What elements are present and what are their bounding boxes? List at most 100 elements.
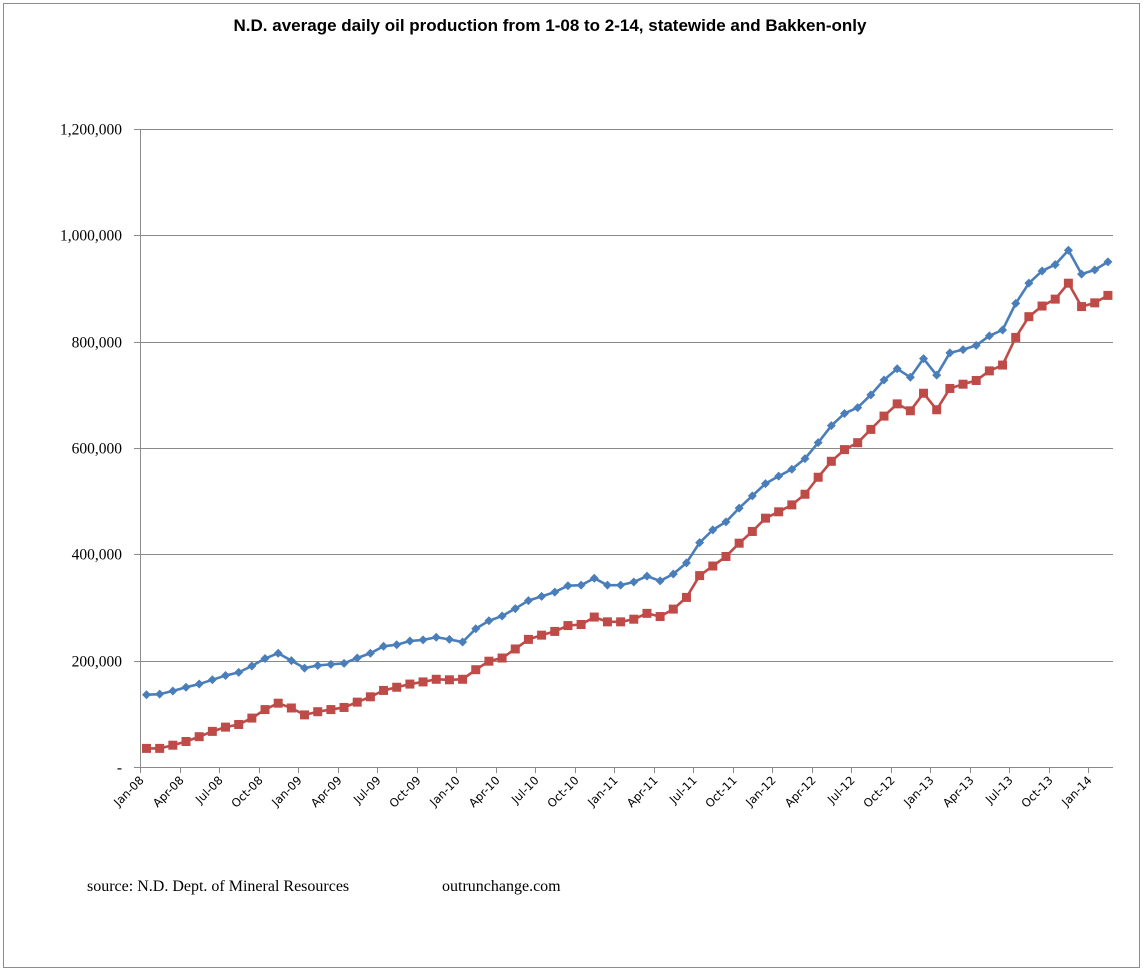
y-tick-label: 400,000	[72, 547, 123, 564]
data-point-diamond	[537, 591, 547, 601]
data-point-diamond	[405, 636, 415, 646]
data-point-diamond	[194, 679, 204, 689]
y-axis-ticks: - 200,000 400,000 600,000 800,000 1,000,000 1,…	[60, 122, 140, 777]
data-point-diamond	[523, 596, 533, 606]
x-tick-label: Jul-11	[666, 773, 700, 807]
data-point-square	[629, 614, 639, 624]
data-point-diamond	[484, 616, 494, 626]
data-point-diamond	[550, 587, 560, 597]
series-statewide	[142, 245, 1113, 700]
x-tick-label: Oct-13	[1018, 773, 1055, 810]
x-tick-label: Apr-11	[624, 773, 661, 810]
x-tick-label: Jul-13	[982, 773, 1016, 807]
data-point-diamond	[1063, 245, 1073, 255]
data-point-diamond	[774, 471, 784, 481]
data-point-square	[721, 551, 731, 561]
data-point-square	[379, 685, 389, 695]
x-tick-label: Jul-12	[824, 773, 858, 807]
data-point-diamond	[510, 604, 520, 614]
data-point-diamond	[1077, 269, 1087, 279]
data-point-square	[576, 620, 586, 630]
data-point-diamond	[984, 331, 994, 341]
data-point-square	[905, 406, 915, 416]
data-point-diamond	[392, 640, 402, 650]
data-point-square	[984, 366, 994, 376]
series-line	[146, 248, 1109, 696]
data-point-square	[747, 526, 757, 536]
data-point-diamond	[234, 667, 244, 677]
data-point-square	[1037, 301, 1047, 311]
data-point-diamond	[602, 580, 612, 590]
data-point-square	[194, 732, 204, 742]
data-point-square	[919, 388, 929, 398]
data-point-square	[1077, 302, 1087, 312]
data-point-square	[510, 644, 520, 654]
data-point-diamond	[866, 390, 876, 400]
data-point-square	[589, 612, 599, 622]
data-point-diamond	[668, 569, 678, 579]
x-tick-label: Jan-09	[268, 773, 304, 809]
data-point-diamond	[339, 658, 349, 668]
data-point-square	[339, 702, 349, 712]
data-point-square	[1090, 298, 1100, 308]
data-point-diamond	[998, 325, 1008, 335]
data-point-square	[365, 692, 375, 702]
data-point-square	[1063, 278, 1073, 288]
data-point-square	[602, 617, 612, 627]
data-point-square	[655, 612, 665, 622]
data-point-diamond	[168, 686, 178, 696]
site-credit: outrunchange.com	[442, 878, 561, 895]
data-point-square	[866, 424, 876, 434]
data-point-square	[537, 630, 547, 640]
data-point-square	[642, 608, 652, 618]
data-point-diamond	[589, 573, 599, 583]
data-point-diamond	[181, 682, 191, 692]
data-point-diamond	[286, 656, 296, 666]
x-tick-label: Oct-12	[860, 773, 897, 810]
data-point-diamond	[576, 580, 586, 590]
data-point-diamond	[260, 654, 270, 664]
data-point-diamond	[840, 408, 850, 418]
x-tick-label: Jul-08	[192, 773, 226, 807]
data-point-diamond	[892, 364, 902, 374]
x-tick-label: Oct-10	[544, 773, 581, 810]
data-point-diamond	[497, 611, 507, 621]
data-point-square	[313, 707, 323, 717]
data-point-diamond	[471, 624, 481, 634]
x-tick-label: Apr-09	[308, 773, 345, 810]
data-point-square	[892, 399, 902, 409]
data-point-diamond	[1103, 257, 1113, 267]
data-point-diamond	[787, 464, 797, 474]
data-point-square	[879, 411, 889, 421]
data-point-diamond	[616, 580, 626, 590]
data-point-square	[286, 703, 296, 713]
data-point-square	[142, 743, 151, 753]
data-point-square	[813, 472, 823, 482]
data-point-diamond	[221, 671, 231, 681]
data-point-diamond	[958, 345, 968, 355]
x-axis-ticks: Jan-08 Apr-08 Jul-08 Oct-08 Jan-09 Apr-09 Jul-…	[110, 767, 1095, 810]
data-point-diamond	[932, 370, 942, 380]
data-point-square	[550, 626, 560, 636]
data-point-square	[326, 705, 336, 715]
data-point-square	[1103, 290, 1113, 300]
data-series	[142, 245, 1113, 753]
data-point-square	[1011, 332, 1021, 342]
data-point-diamond	[247, 661, 257, 671]
data-point-diamond	[273, 648, 283, 658]
data-point-square	[616, 617, 626, 627]
x-tick-label: Jan-11	[584, 773, 620, 809]
data-point-square	[458, 674, 468, 684]
y-tick-label: 200,000	[72, 654, 123, 671]
y-tick-label: 1,000,000	[60, 228, 122, 245]
data-point-diamond	[1050, 260, 1060, 270]
data-point-square	[563, 621, 573, 631]
axes	[140, 129, 1113, 768]
data-point-diamond	[800, 454, 810, 464]
y-tick-label: 600,000	[72, 441, 123, 458]
data-point-diamond	[1037, 266, 1047, 276]
data-point-square	[760, 513, 770, 523]
data-point-square	[181, 736, 191, 746]
data-point-square	[221, 722, 231, 732]
